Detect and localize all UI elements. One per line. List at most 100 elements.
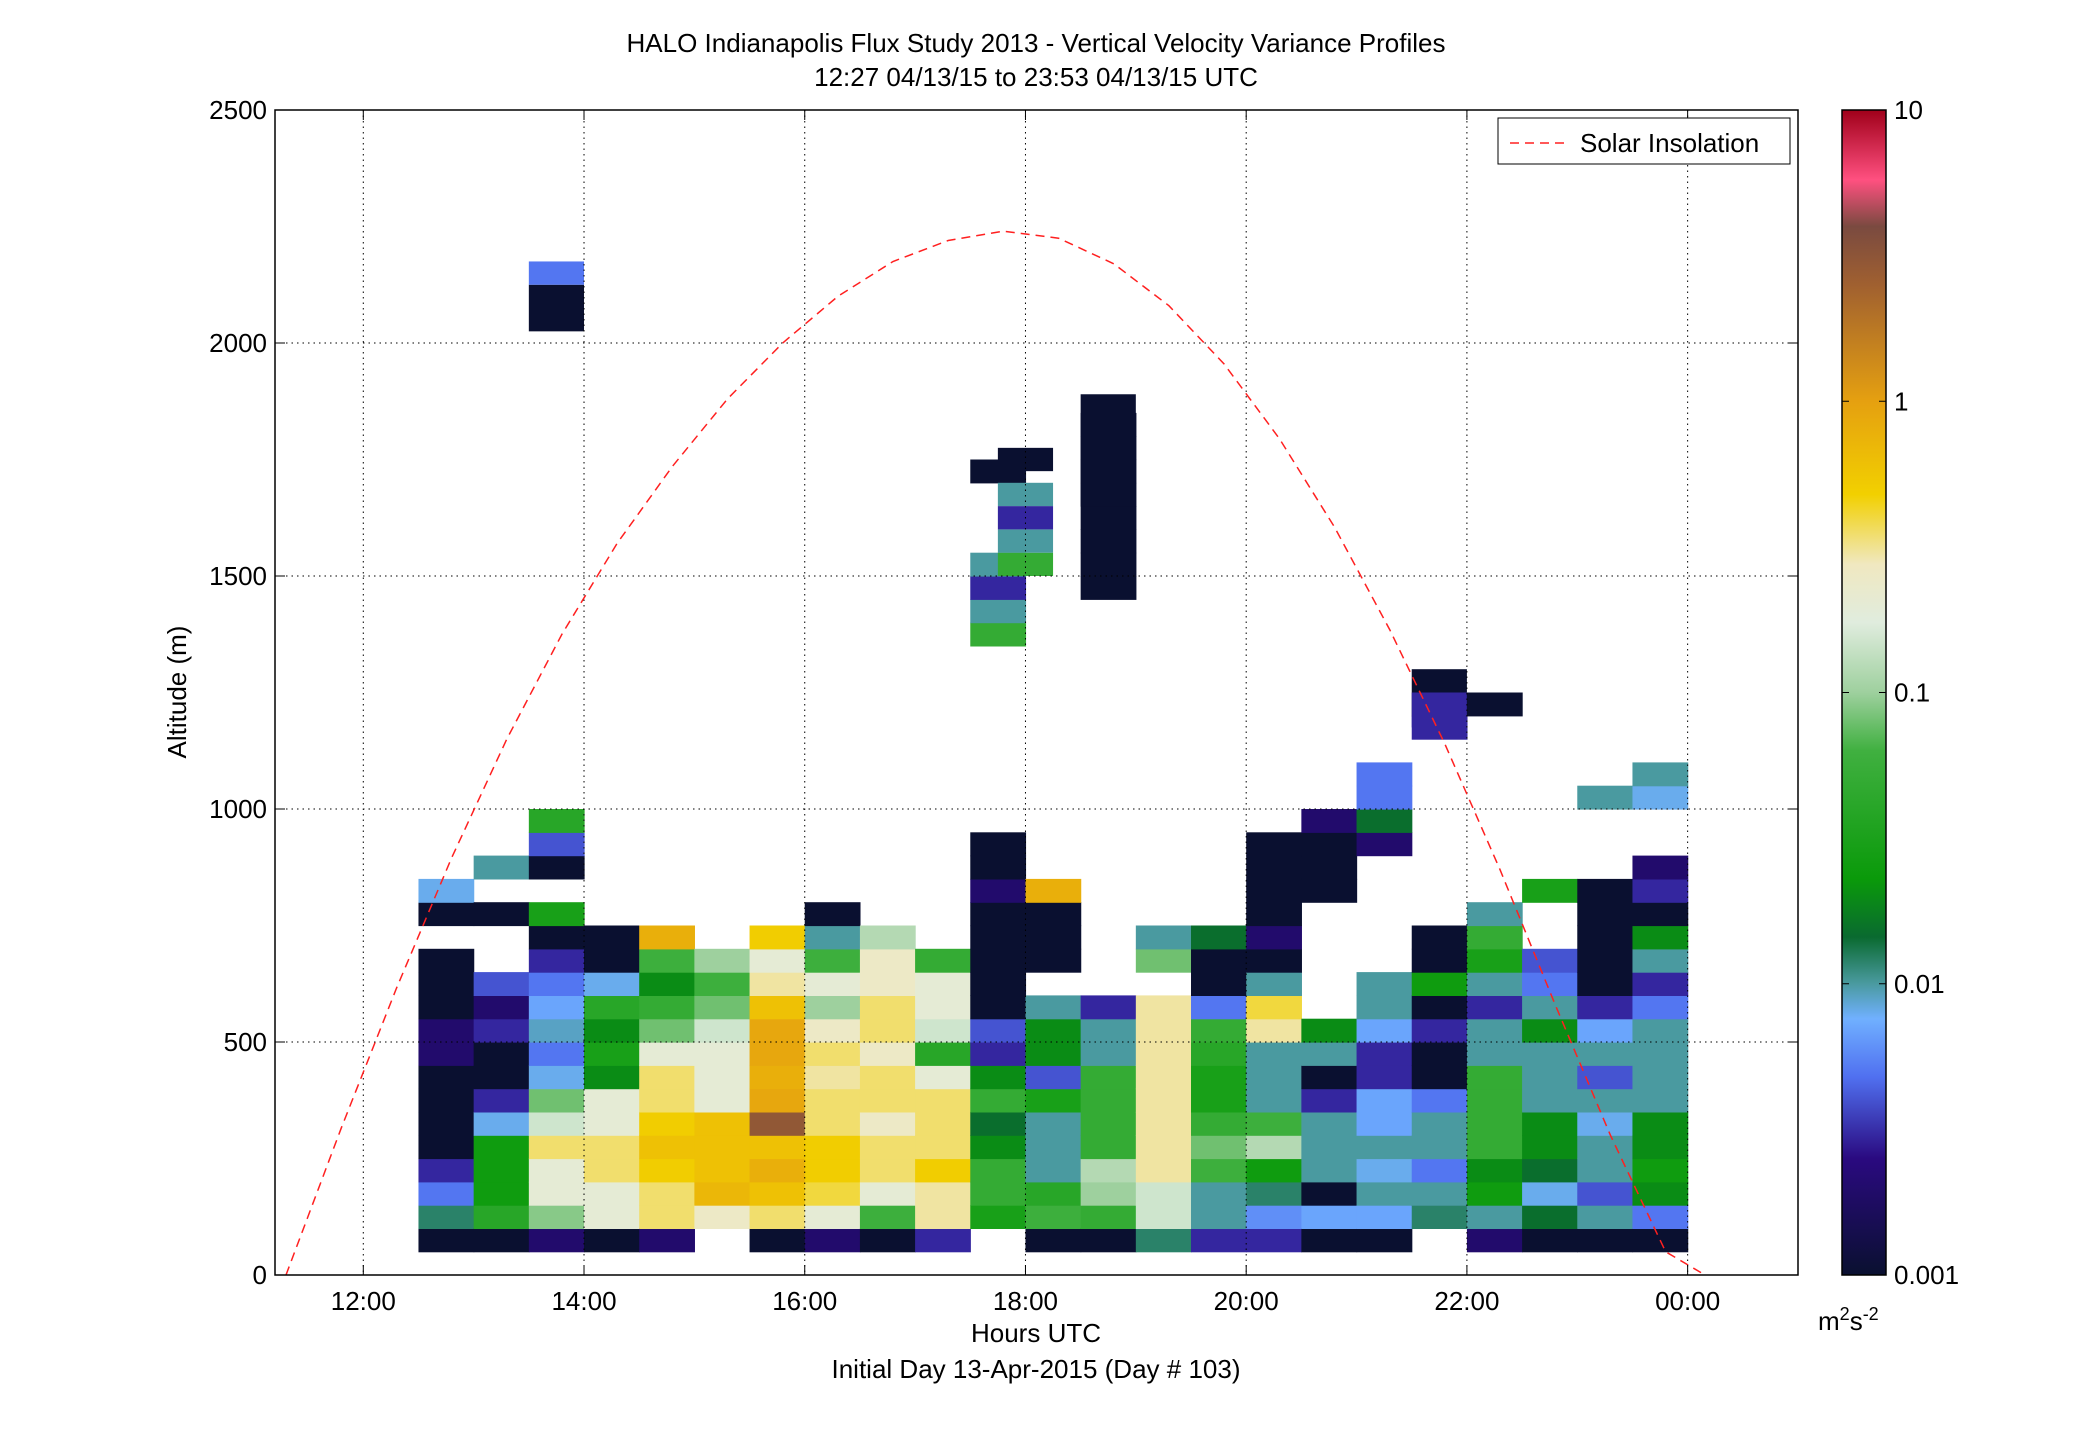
heatmap-cell	[1301, 809, 1358, 833]
colorbar-tick-label: 0.01	[1894, 969, 1945, 999]
heatmap-cell	[915, 1018, 971, 1043]
heatmap-cell	[1080, 1158, 1137, 1183]
heatmap-cell	[1632, 785, 1689, 810]
heatmap-cell	[804, 1135, 861, 1160]
heatmap-cell	[584, 972, 640, 996]
heatmap-cell	[1246, 1181, 1302, 1206]
heatmap-cell	[1246, 1111, 1302, 1136]
heatmap-cell	[1411, 948, 1468, 973]
heatmap-cell	[639, 1018, 695, 1043]
heatmap-cell	[1632, 995, 1689, 1020]
heatmap-cell	[1246, 948, 1302, 973]
heatmap-cell	[749, 1228, 806, 1253]
heatmap-cell	[970, 972, 1027, 996]
heatmap-cell	[859, 1018, 916, 1043]
heatmap-cell	[1356, 1042, 1413, 1066]
heatmap-cell	[1522, 1042, 1578, 1066]
heatmap-cell	[639, 1181, 695, 1206]
x-axis-label: Hours UTC	[971, 1318, 1101, 1348]
heatmap-cell	[418, 972, 475, 996]
heatmap-cell	[1080, 1042, 1137, 1066]
heatmap-cell	[639, 1111, 695, 1136]
heatmap-cell	[970, 1158, 1027, 1183]
heatmap-cell	[528, 855, 585, 880]
heatmap-cell	[1632, 878, 1689, 903]
heatmap-cell	[915, 995, 971, 1020]
y-tick-label: 1000	[209, 794, 267, 824]
heatmap-cell	[804, 1111, 861, 1136]
colorbar-tick-label: 10	[1894, 95, 1923, 125]
heatmap-cell	[1080, 1065, 1137, 1090]
heatmap-cell	[1411, 669, 1467, 693]
heatmap-cell	[1466, 902, 1523, 927]
heatmap-cell	[804, 902, 861, 927]
heatmap-cell	[1246, 832, 1302, 857]
x-tick-label: 00:00	[1655, 1286, 1720, 1316]
heatmap-cell	[1025, 1135, 1082, 1160]
heatmap-cell	[1191, 1158, 1247, 1183]
heatmap-cell	[473, 1158, 530, 1183]
heatmap-cell	[1135, 995, 1192, 1020]
heatmap-cell	[528, 1205, 585, 1229]
heatmap-cell	[1632, 925, 1689, 950]
heatmap-cell	[1522, 1065, 1578, 1090]
heatmap-cell	[915, 1111, 971, 1136]
heatmap-cell	[1577, 925, 1634, 950]
colorbar: 0.001 0.01 0.1 1 10 m2s-2	[1818, 95, 1959, 1336]
heatmap-cell	[1577, 948, 1634, 973]
heatmap-cell	[1632, 1158, 1689, 1183]
legend[interactable]: Solar Insolation	[1497, 117, 1791, 165]
heatmap-cell	[1301, 1181, 1358, 1206]
heatmap-cell	[1025, 1228, 1082, 1253]
colorbar-tick-label: 0.1	[1894, 678, 1930, 708]
heatmap-cell	[584, 1135, 640, 1160]
colorbar-unit-base: m	[1818, 1306, 1840, 1336]
heatmap-cell	[1356, 1228, 1413, 1253]
heatmap-cell	[1191, 1181, 1247, 1206]
heatmap-cell	[1522, 1088, 1578, 1113]
heatmap-cell	[1191, 1205, 1247, 1229]
heatmap-cell	[1191, 1088, 1247, 1113]
heatmap-cell	[1632, 1181, 1689, 1206]
heatmap-cell	[1025, 1111, 1082, 1136]
heatmap-cell	[473, 1088, 530, 1113]
heatmap-cell	[1246, 925, 1302, 950]
heatmap-cell	[639, 1088, 695, 1113]
heatmap-cell	[915, 1158, 971, 1183]
heatmap-cell	[997, 552, 1054, 576]
heatmap-cell	[859, 972, 916, 996]
heatmap-cell	[1411, 1205, 1468, 1229]
heatmap-cell	[970, 902, 1027, 927]
legend-label: Solar Insolation	[1580, 128, 1759, 158]
heatmap-cell	[1080, 1088, 1137, 1113]
heatmap-cell	[418, 1088, 475, 1113]
heatmap-cell	[1080, 552, 1137, 577]
colorbar-tick-label: 0.001	[1894, 1260, 1959, 1290]
heatmap-cell	[1246, 902, 1302, 927]
heatmap-cell	[1191, 1135, 1247, 1160]
heatmap-cell	[1246, 1018, 1302, 1043]
heatmap-cell	[1080, 1228, 1137, 1253]
heatmap-cell	[915, 1228, 971, 1253]
heatmap-cell	[528, 1111, 585, 1136]
x-tick-label: 12:00	[331, 1286, 396, 1316]
heatmap-cell	[694, 995, 751, 1020]
heatmap-cell	[1411, 995, 1468, 1020]
heatmap-cell	[1080, 576, 1137, 600]
heatmap-cell	[694, 1158, 751, 1183]
heatmap-cell	[1246, 995, 1302, 1020]
heatmap-cell	[694, 1042, 751, 1066]
heatmap-cell	[1301, 1111, 1358, 1136]
heatmap-cell	[804, 995, 861, 1020]
heatmap-cell	[1466, 692, 1523, 716]
heatmap-cell	[473, 972, 530, 996]
heatmap-cell	[418, 1205, 475, 1229]
heatmap-cell	[1632, 1042, 1689, 1066]
heatmap-cell	[528, 832, 585, 857]
heatmap-cell	[1577, 1018, 1634, 1043]
heatmap-cell	[1356, 762, 1413, 787]
heatmap-cell	[749, 948, 806, 973]
heatmap-cell	[694, 1065, 751, 1090]
heatmap-cell	[1577, 1088, 1634, 1113]
heatmap-cell	[1301, 1205, 1358, 1229]
